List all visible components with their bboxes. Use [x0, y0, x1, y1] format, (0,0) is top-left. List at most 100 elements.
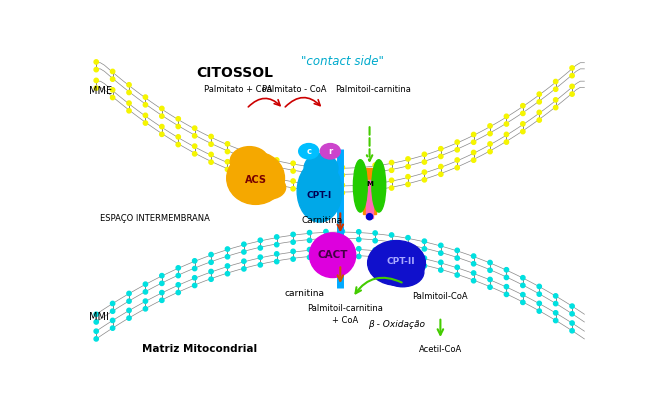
Circle shape: [193, 276, 197, 280]
Circle shape: [291, 169, 295, 173]
Circle shape: [521, 103, 525, 108]
Circle shape: [242, 174, 246, 178]
Circle shape: [471, 158, 476, 162]
Circle shape: [242, 148, 246, 152]
Circle shape: [504, 284, 509, 289]
Circle shape: [274, 175, 279, 180]
Circle shape: [340, 246, 345, 250]
Circle shape: [422, 178, 426, 182]
Circle shape: [367, 214, 373, 220]
Circle shape: [504, 132, 509, 137]
Ellipse shape: [226, 152, 284, 204]
Ellipse shape: [253, 176, 286, 199]
Circle shape: [570, 312, 574, 316]
Circle shape: [242, 250, 246, 254]
Ellipse shape: [353, 160, 367, 212]
Ellipse shape: [304, 153, 338, 183]
Circle shape: [455, 140, 459, 144]
Circle shape: [159, 125, 164, 129]
Circle shape: [176, 290, 181, 295]
Circle shape: [554, 98, 558, 102]
Circle shape: [521, 276, 525, 280]
Circle shape: [373, 171, 377, 175]
Circle shape: [176, 266, 181, 270]
Circle shape: [258, 161, 262, 165]
Circle shape: [159, 106, 164, 111]
Circle shape: [143, 306, 147, 311]
Circle shape: [110, 326, 115, 330]
Circle shape: [439, 172, 443, 176]
Circle shape: [242, 166, 246, 170]
Text: MME: MME: [88, 86, 112, 96]
Circle shape: [291, 161, 295, 166]
Circle shape: [258, 238, 262, 243]
Ellipse shape: [230, 147, 269, 176]
Circle shape: [127, 90, 131, 95]
Circle shape: [471, 262, 476, 266]
Circle shape: [94, 337, 98, 341]
Circle shape: [94, 320, 98, 324]
Circle shape: [504, 267, 509, 272]
Circle shape: [554, 302, 558, 306]
Text: Palmitoil-carnitina
+ CoA: Palmitoil-carnitina + CoA: [307, 304, 383, 325]
Circle shape: [193, 152, 197, 156]
Circle shape: [193, 133, 197, 138]
Circle shape: [225, 247, 230, 251]
Circle shape: [537, 301, 541, 306]
Circle shape: [242, 156, 246, 160]
Circle shape: [193, 267, 197, 271]
Circle shape: [422, 170, 426, 174]
Circle shape: [439, 268, 443, 272]
Circle shape: [406, 236, 410, 240]
Circle shape: [225, 255, 230, 259]
Circle shape: [554, 311, 558, 315]
Text: MMI: MMI: [88, 312, 108, 322]
Circle shape: [176, 142, 181, 147]
Circle shape: [570, 321, 574, 325]
Circle shape: [110, 318, 115, 323]
Circle shape: [488, 277, 492, 282]
Circle shape: [570, 84, 574, 89]
Circle shape: [471, 254, 476, 258]
Circle shape: [554, 318, 558, 323]
Circle shape: [406, 164, 410, 169]
Circle shape: [225, 149, 230, 154]
Circle shape: [537, 92, 541, 96]
Circle shape: [389, 178, 394, 182]
Circle shape: [471, 278, 476, 283]
Circle shape: [242, 267, 246, 271]
Circle shape: [307, 189, 311, 193]
Circle shape: [94, 329, 98, 333]
Circle shape: [143, 95, 147, 99]
Circle shape: [110, 77, 115, 81]
Ellipse shape: [368, 241, 426, 285]
Circle shape: [274, 166, 279, 170]
Circle shape: [488, 131, 492, 136]
Circle shape: [406, 182, 410, 186]
Circle shape: [143, 299, 147, 303]
Circle shape: [373, 239, 377, 243]
Circle shape: [537, 118, 541, 122]
Circle shape: [422, 152, 426, 156]
Circle shape: [242, 259, 246, 263]
Circle shape: [193, 283, 197, 288]
Text: c: c: [306, 147, 311, 156]
Circle shape: [94, 60, 98, 64]
Circle shape: [455, 256, 459, 260]
Circle shape: [258, 246, 262, 250]
Circle shape: [307, 255, 311, 259]
Circle shape: [340, 254, 345, 258]
Circle shape: [439, 154, 443, 159]
Circle shape: [389, 233, 394, 237]
Circle shape: [159, 291, 164, 295]
Text: "contact side": "contact side": [301, 55, 384, 68]
Text: Palmitato - CoA: Palmitato - CoA: [262, 85, 326, 94]
Circle shape: [307, 247, 311, 252]
Circle shape: [307, 230, 311, 235]
Ellipse shape: [372, 160, 386, 212]
Text: Matriz Mitocondrial: Matriz Mitocondrial: [142, 344, 258, 354]
Circle shape: [143, 103, 147, 107]
Circle shape: [554, 87, 558, 92]
Circle shape: [488, 285, 492, 289]
Circle shape: [143, 113, 147, 118]
